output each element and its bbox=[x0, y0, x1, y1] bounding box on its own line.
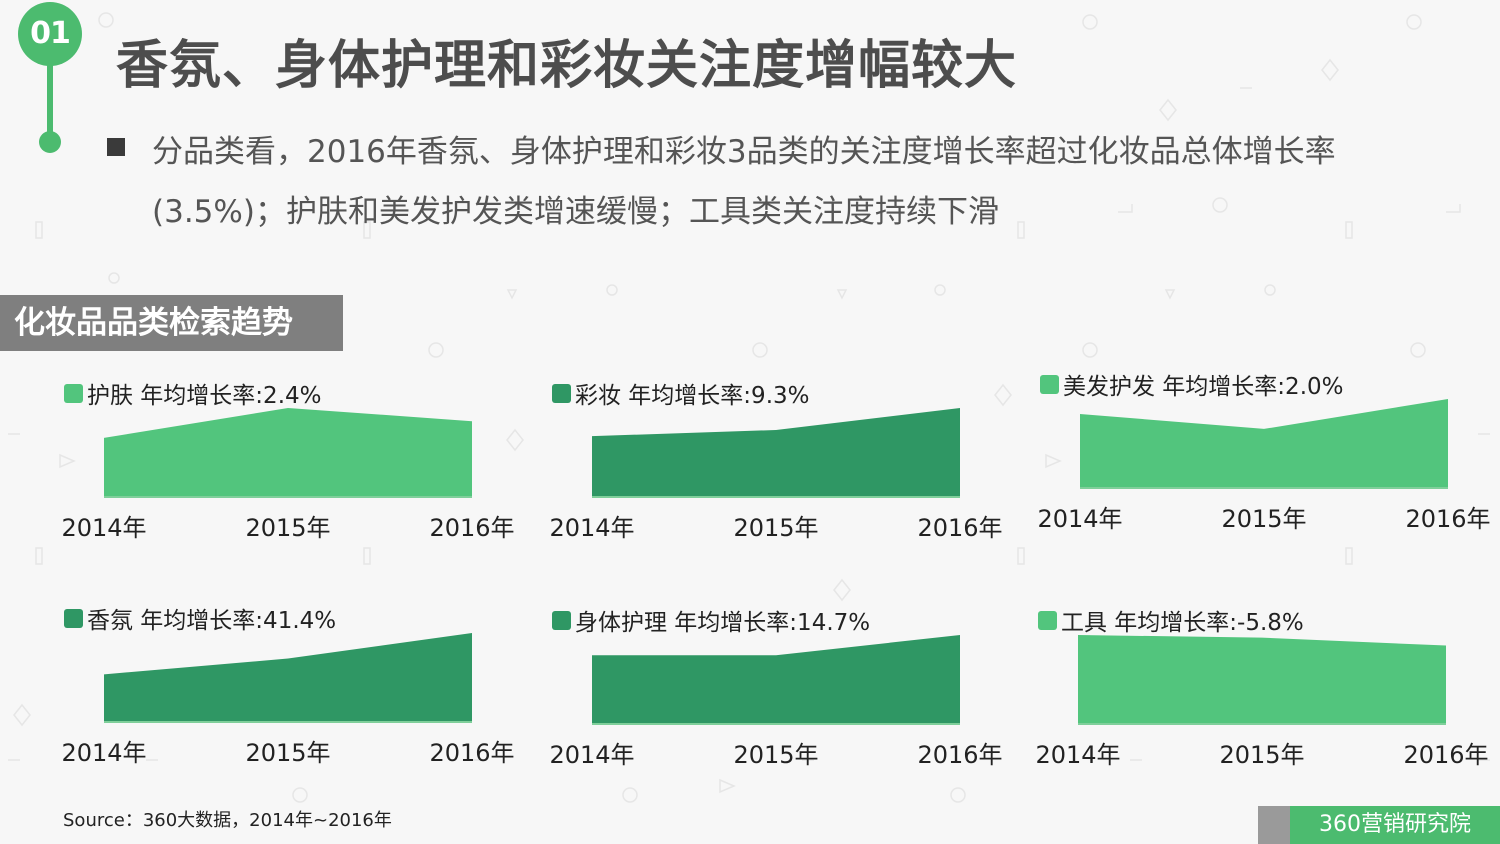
legend-swatch bbox=[64, 383, 83, 403]
legend-swatch bbox=[1040, 374, 1059, 394]
x-tick-label: 2015年 bbox=[1221, 505, 1306, 533]
legend-label: 身体护理 年均增长率:14.7% bbox=[575, 610, 871, 636]
legend-swatch bbox=[552, 610, 571, 630]
section-label: 化妆品品类检索趋势 bbox=[0, 295, 343, 351]
chart-makeup: 彩妆 年均增长率:9.3% 2014年 2015年 2016年 bbox=[544, 378, 1004, 568]
bullet-square-icon bbox=[107, 138, 125, 156]
chart-bodycare: 身体护理 年均增长率:14.7% 2014年 2015年 2016年 bbox=[544, 605, 1004, 795]
x-tick-label: 2014年 bbox=[549, 741, 634, 769]
x-tick-label: 2015年 bbox=[245, 514, 330, 542]
legend-item: 护肤 年均增长率:2.4% bbox=[64, 378, 322, 409]
chart-haircare: 美发护发 年均增长率:2.0% 2014年 2015年 2016年 bbox=[1032, 369, 1492, 559]
source-note: Source：360大数据，2014年~2016年 bbox=[63, 810, 392, 831]
page-title: 香氛、身体护理和彩妆关注度增幅较大 bbox=[116, 36, 1018, 96]
brand-logo-text: 360营销研究院 bbox=[1290, 806, 1500, 844]
area-series bbox=[592, 408, 960, 496]
legend-item: 身体护理 年均增长率:14.7% bbox=[552, 605, 871, 636]
x-tick-label: 2014年 bbox=[1035, 741, 1120, 769]
x-tick-label: 2015年 bbox=[245, 739, 330, 767]
chart-skincare: 护肤 年均增长率:2.4% 2014年 2015年 2016年 bbox=[56, 378, 516, 568]
badge-connector-line bbox=[47, 60, 53, 134]
x-tick-label: 2014年 bbox=[1037, 505, 1122, 533]
area-chart-svg: 2014年 2015年 2016年 bbox=[549, 407, 1003, 542]
x-tick-label: 2014年 bbox=[549, 514, 634, 542]
legend-swatch bbox=[552, 383, 571, 403]
x-tick-label: 2016年 bbox=[429, 514, 514, 542]
x-tick-label: 2015年 bbox=[1219, 741, 1304, 769]
area-chart-svg: 2014年 2015年 2016年 bbox=[61, 632, 515, 767]
brand-bar-accent bbox=[1258, 806, 1290, 844]
section-number-badge: 01 bbox=[18, 2, 82, 66]
legend-swatch bbox=[64, 608, 83, 628]
area-series bbox=[104, 633, 472, 721]
badge-connector-dot bbox=[39, 131, 61, 153]
area-chart-svg: 2014年 2015年 2016年 bbox=[1037, 398, 1491, 533]
legend-label: 香氛 年均增长率:41.4% bbox=[87, 608, 337, 634]
legend-item: 美发护发 年均增长率:2.0% bbox=[1040, 369, 1344, 400]
x-tick-label: 2015年 bbox=[733, 741, 818, 769]
x-tick-label: 2014年 bbox=[61, 739, 146, 767]
legend-swatch bbox=[1038, 610, 1057, 630]
x-tick-label: 2015年 bbox=[733, 514, 818, 542]
x-tick-label: 2016年 bbox=[917, 741, 1002, 769]
chart-fragrance: 香氛 年均增长率:41.4% 2014年 2015年 2016年 bbox=[56, 603, 516, 793]
x-tick-label: 2014年 bbox=[61, 514, 146, 542]
area-series bbox=[1080, 399, 1448, 487]
legend-label: 美发护发 年均增长率:2.0% bbox=[1063, 374, 1344, 400]
area-series bbox=[1078, 635, 1446, 723]
legend-item: 彩妆 年均增长率:9.3% bbox=[552, 378, 810, 409]
x-tick-label: 2016年 bbox=[1403, 741, 1488, 769]
legend-item: 工具 年均增长率:-5.8% bbox=[1038, 605, 1304, 636]
x-tick-label: 2016年 bbox=[429, 739, 514, 767]
summary-text: 分品类看，2016年香氛、身体护理和彩妆3品类的关注度增长率超过化妆品总体增长率… bbox=[152, 134, 1336, 230]
area-chart-svg: 2014年 2015年 2016年 bbox=[1035, 634, 1489, 769]
area-series bbox=[592, 635, 960, 723]
legend-label: 工具 年均增长率:-5.8% bbox=[1061, 610, 1304, 636]
area-series bbox=[104, 408, 472, 496]
area-chart-svg: 2014年 2015年 2016年 bbox=[549, 634, 1003, 769]
area-chart-svg: 2014年 2015年 2016年 bbox=[61, 407, 515, 542]
x-tick-label: 2016年 bbox=[917, 514, 1002, 542]
legend-item: 香氛 年均增长率:41.4% bbox=[64, 603, 337, 634]
legend-label: 护肤 年均增长率:2.4% bbox=[87, 383, 322, 409]
chart-tools: 工具 年均增长率:-5.8% 2014年 2015年 2016年 bbox=[1030, 605, 1490, 795]
x-tick-label: 2016年 bbox=[1405, 505, 1490, 533]
legend-label: 彩妆 年均增长率:9.3% bbox=[575, 383, 810, 409]
